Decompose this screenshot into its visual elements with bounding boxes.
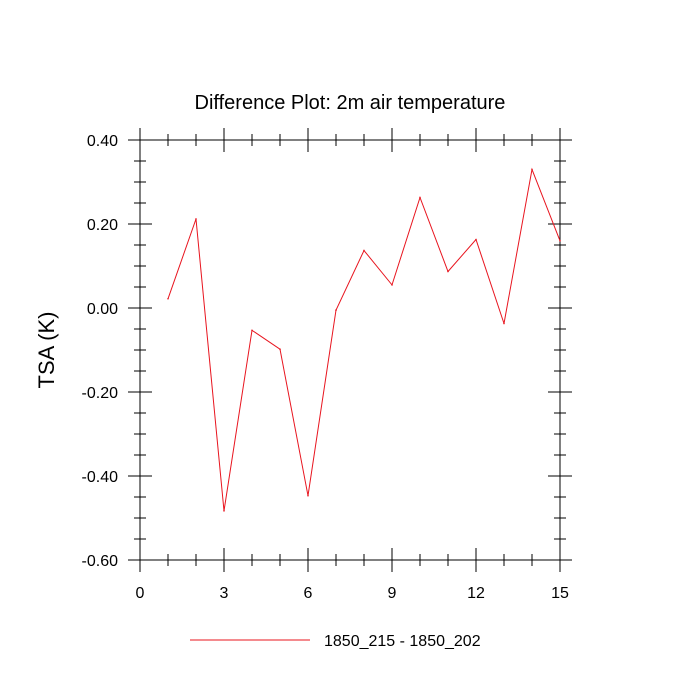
y-tick-label: 0.40 (87, 133, 118, 150)
data-point (475, 238, 477, 241)
data-point (279, 348, 281, 350)
plot-frame (139, 139, 561, 561)
data-point (167, 297, 169, 300)
y-axis-label: TSA (K) (34, 311, 59, 388)
y-tick-label: -0.40 (82, 469, 119, 486)
data-point (531, 168, 533, 171)
data-point (307, 494, 309, 497)
data-point (503, 322, 505, 325)
x-tick-label: 15 (551, 585, 569, 602)
data-point (391, 284, 393, 286)
x-tick-label: 9 (388, 585, 397, 602)
x-tick-label: 6 (304, 585, 313, 602)
x-tick-label: 3 (220, 585, 229, 602)
data-point (419, 196, 421, 199)
data-point (223, 510, 225, 512)
data-point (559, 240, 561, 242)
legend-label: 1850_215 - 1850_202 (324, 633, 481, 650)
x-tick-label: 12 (467, 585, 485, 602)
y-tick-label: 0.00 (87, 301, 118, 318)
chart-title: Difference Plot: 2m air temperature (195, 92, 506, 114)
y-tick-label: -0.60 (82, 553, 119, 570)
data-point (363, 249, 365, 252)
series-line-0 (167, 167, 561, 511)
data-point (251, 329, 253, 332)
y-tick-label: -0.20 (82, 385, 119, 402)
data-point (447, 270, 449, 273)
data-point (195, 218, 197, 220)
x-tick-label: 0 (136, 585, 145, 602)
data-point (335, 309, 337, 311)
y-tick-label: 0.20 (87, 217, 118, 234)
